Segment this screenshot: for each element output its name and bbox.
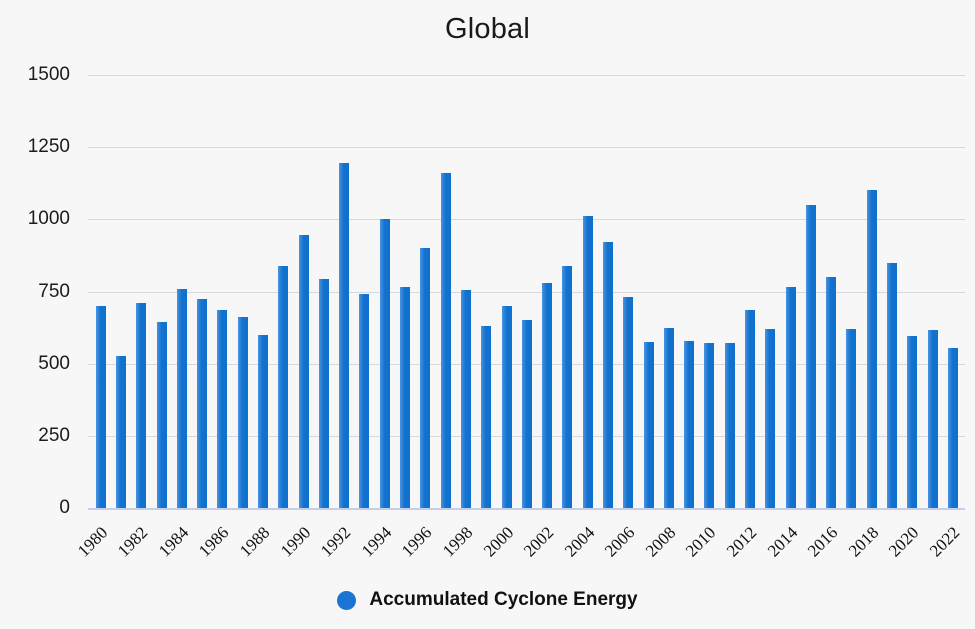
bar-1983[interactable]	[156, 321, 167, 508]
bar-1993[interactable]	[359, 294, 370, 508]
bar-2019[interactable]	[887, 262, 897, 508]
x-tick-label: 1994	[357, 522, 396, 561]
bar-1987[interactable]	[237, 317, 248, 508]
y-tick-label: 1500	[27, 64, 70, 85]
y-tick-label: 1000	[27, 208, 70, 230]
bar-1996[interactable]	[420, 248, 431, 508]
x-tick-label: 2020	[885, 522, 923, 561]
bar-2018[interactable]	[866, 190, 877, 508]
bar-1986[interactable]	[217, 310, 228, 508]
bar-2008[interactable]	[663, 327, 674, 508]
x-tick-label: 2022	[925, 522, 964, 561]
x-tick-label: 2008	[641, 522, 680, 561]
gridline	[88, 75, 965, 76]
bar-1991[interactable]	[318, 278, 329, 508]
x-tick-label: 2006	[601, 522, 639, 561]
x-tick-label: 2010	[682, 522, 720, 561]
bar-1992[interactable]	[339, 163, 350, 508]
bar-1999[interactable]	[481, 326, 492, 508]
x-tick-label: 1990	[276, 522, 314, 561]
y-tick-label: 1250	[27, 136, 70, 158]
x-tick-label: 2004	[560, 522, 599, 561]
x-tick-label: 1988	[235, 522, 274, 561]
bar-1982[interactable]	[136, 303, 147, 508]
bar-2003[interactable]	[562, 265, 573, 508]
y-tick-label: 0	[59, 497, 70, 518]
y-tick-label: 250	[38, 424, 70, 446]
legend[interactable]: Accumulated Cyclone Energy	[0, 589, 975, 611]
bar-1985[interactable]	[197, 298, 208, 508]
bar-1994[interactable]	[379, 219, 390, 508]
x-tick-label: 2000	[479, 522, 517, 561]
bar-1980[interactable]	[95, 305, 106, 508]
y-tick-label: 750	[38, 280, 70, 302]
bar-1984[interactable]	[176, 288, 187, 508]
gridline	[88, 291, 965, 293]
bar-2013[interactable]	[765, 329, 776, 508]
bar-2017[interactable]	[846, 329, 857, 508]
bar-2015[interactable]	[805, 204, 816, 508]
x-tick-label: 1986	[195, 522, 233, 561]
x-tick-label: 1992	[317, 522, 355, 561]
bar-2001[interactable]	[521, 320, 532, 508]
x-tick-label: 1998	[438, 522, 477, 561]
bar-1995[interactable]	[400, 287, 411, 508]
bar-2010[interactable]	[704, 343, 715, 508]
chart-title: Global	[444, 13, 531, 45]
bar-1997[interactable]	[440, 173, 451, 508]
legend-label: Accumulated Cyclone Energy	[369, 589, 638, 610]
bar-2009[interactable]	[684, 340, 695, 508]
x-tick-label: 1984	[154, 522, 193, 561]
bar-2002[interactable]	[542, 282, 553, 508]
bar-1989[interactable]	[278, 265, 289, 508]
bar-2007[interactable]	[643, 342, 654, 508]
bar-1981[interactable]	[115, 356, 126, 508]
gridline	[88, 147, 965, 149]
gridline	[88, 219, 965, 221]
x-tick-label: 1980	[73, 522, 112, 561]
bar-2005[interactable]	[602, 242, 613, 508]
plot-area	[88, 75, 965, 508]
bar-2021[interactable]	[927, 330, 938, 508]
bar-2006[interactable]	[623, 297, 634, 508]
x-tick-label: 2012	[722, 522, 761, 561]
bar-2016[interactable]	[826, 277, 837, 508]
bar-2012[interactable]	[744, 310, 755, 508]
x-tick-label: 1982	[114, 522, 152, 561]
bar-1990[interactable]	[298, 235, 309, 508]
bar-2000[interactable]	[501, 305, 512, 508]
bar-2004[interactable]	[582, 216, 593, 508]
x-tick-label: 1996	[398, 522, 436, 561]
x-tick-label: 2018	[844, 522, 883, 561]
bar-2014[interactable]	[785, 287, 796, 508]
x-tick-label: 2016	[804, 522, 842, 561]
bar-1988[interactable]	[258, 334, 269, 508]
bar-1998[interactable]	[460, 290, 471, 508]
bar-2022[interactable]	[947, 347, 958, 508]
bar-2020[interactable]	[907, 336, 918, 508]
x-tick-label: 2014	[763, 522, 801, 561]
x-tick-label: 2002	[519, 522, 558, 561]
bar-2011[interactable]	[724, 343, 735, 508]
x-axis-line	[88, 508, 965, 510]
y-tick-label: 500	[38, 352, 70, 374]
legend-marker-icon	[337, 590, 357, 610]
